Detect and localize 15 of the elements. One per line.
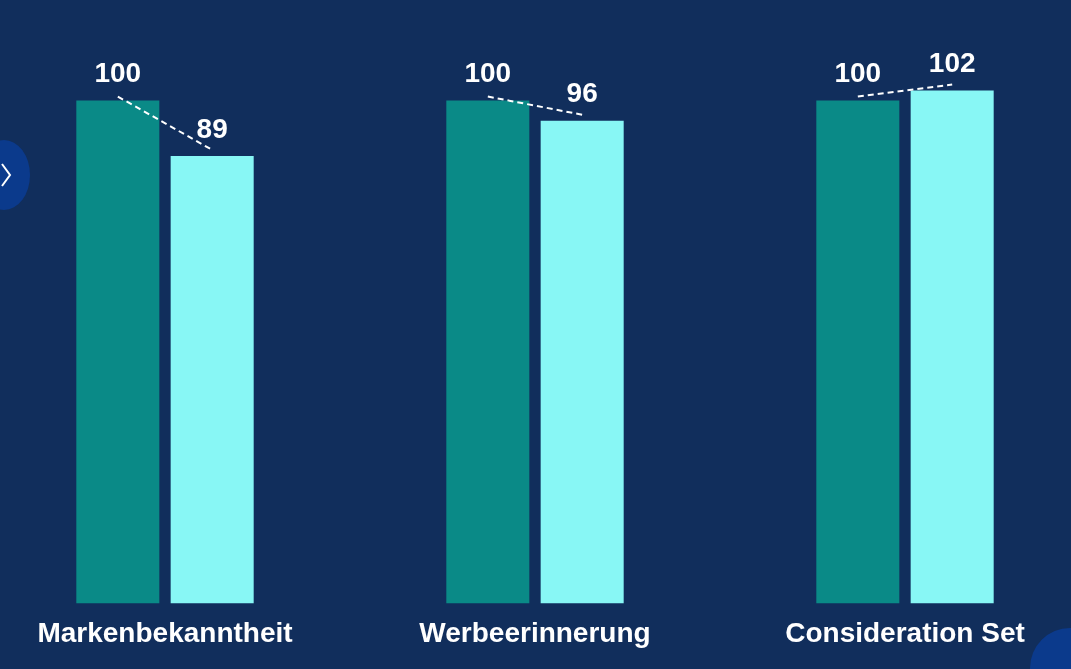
bar bbox=[446, 100, 530, 604]
data-label: 100 bbox=[834, 57, 882, 89]
x-tick-label: Consideration Set bbox=[785, 616, 1025, 648]
bar bbox=[76, 100, 160, 604]
x-tick-label: Werbeerinnerung bbox=[419, 616, 651, 648]
data-label: 96 bbox=[566, 77, 598, 109]
bar bbox=[816, 100, 900, 604]
bar bbox=[540, 120, 624, 604]
bar bbox=[170, 155, 254, 604]
data-label: 100 bbox=[94, 57, 142, 89]
data-label: 102 bbox=[928, 47, 976, 79]
data-label: 89 bbox=[196, 112, 228, 144]
bar bbox=[910, 90, 994, 604]
x-tick-label: Markenbekanntheit bbox=[37, 616, 293, 648]
data-label: 100 bbox=[464, 57, 512, 89]
